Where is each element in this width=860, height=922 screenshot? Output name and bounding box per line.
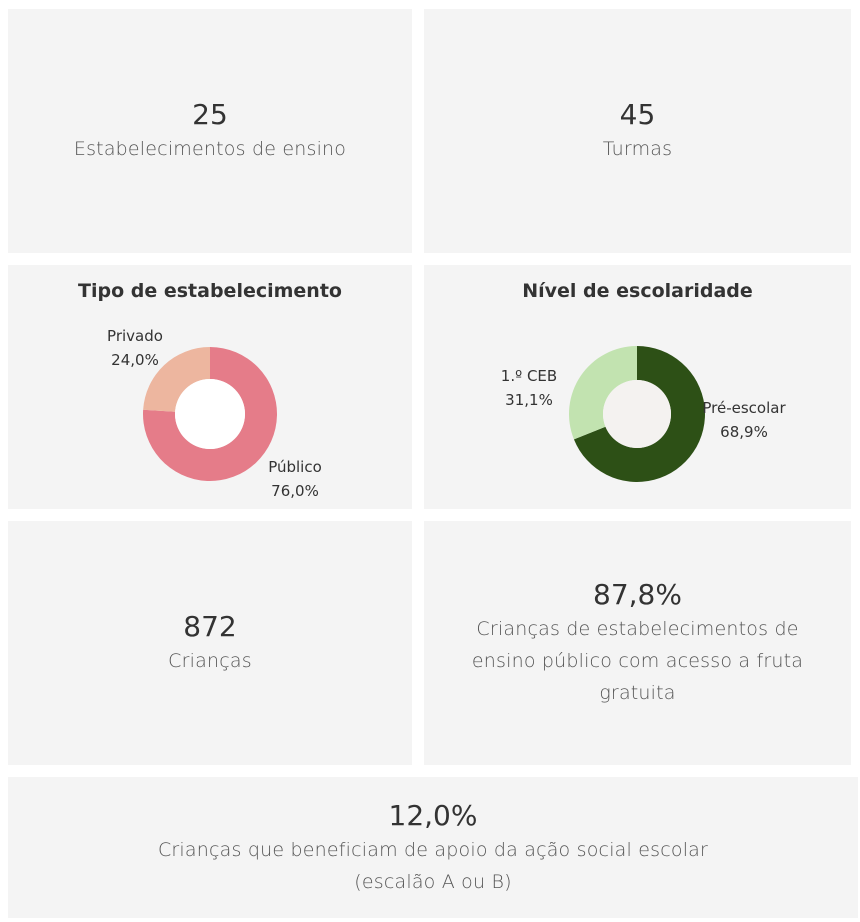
slice-value: 76,0% [271,482,319,500]
chart-title: Nível de escolaridade [522,280,753,302]
donut-slice-pr-escolar[interactable] [573,346,705,482]
kpi-label: Estabelecimentos de ensino [73,138,347,160]
donut-slice-privado[interactable] [143,347,210,412]
chart-card-tipo-estabelecimento: Tipo de estabelecimento Privado 24,0% Pú… [8,265,412,509]
slice-name: Privado [107,327,163,345]
donut-slice-1-ceb[interactable] [569,346,637,440]
kpi-card-turmas: 45 Turmas [424,9,851,253]
slice-label-pre-escolar: Pré-escolar 68,9% [689,396,799,444]
kpi-label: Crianças que beneficiam de apoio da ação… [157,838,709,893]
donut-hole [603,380,671,448]
kpi-value: 25 [192,98,228,131]
slice-value: 24,0% [111,351,159,369]
kpi-value: 12,0% [388,798,478,832]
donut-slice-p-blico[interactable] [142,347,277,481]
donut-hole [175,379,245,449]
kpi-value: 87,8% [593,578,682,611]
kpi-label: Crianças [168,650,252,672]
kpi-label: Turmas [602,138,673,160]
slice-label-privado: Privado 24,0% [80,324,190,372]
slice-label-publico: Público 76,0% [240,455,350,503]
slice-name: Público [268,458,322,476]
slice-value: 68,9% [720,423,768,441]
kpi-card-estabelecimentos: 25 Estabelecimentos de ensino [8,9,412,253]
chart-title: Tipo de estabelecimento [78,280,342,302]
donut-chart [142,347,277,481]
chart-card-nivel-escolaridade: Nível de escolaridade 1.º CEB 31,1% Pré-… [424,265,851,509]
slice-name: 1.º CEB [500,367,558,385]
kpi-value: 872 [183,610,237,643]
kpi-label: Crianças de estabelecimentos de ensino p… [471,618,804,704]
slice-value: 31,1% [505,391,553,409]
kpi-card-fruta: 87,8% Crianças de estabelecimentos de en… [424,521,851,765]
slice-label-1-ceb: 1.º CEB 31,1% [479,364,579,412]
kpi-card-acao-social: 12,0% Crianças que beneficiam de apoio d… [8,777,858,918]
kpi-value: 45 [619,98,656,131]
kpi-card-criancas: 872 Crianças [8,521,412,765]
slice-name: Pré-escolar [702,399,786,417]
donut-chart [569,346,705,482]
